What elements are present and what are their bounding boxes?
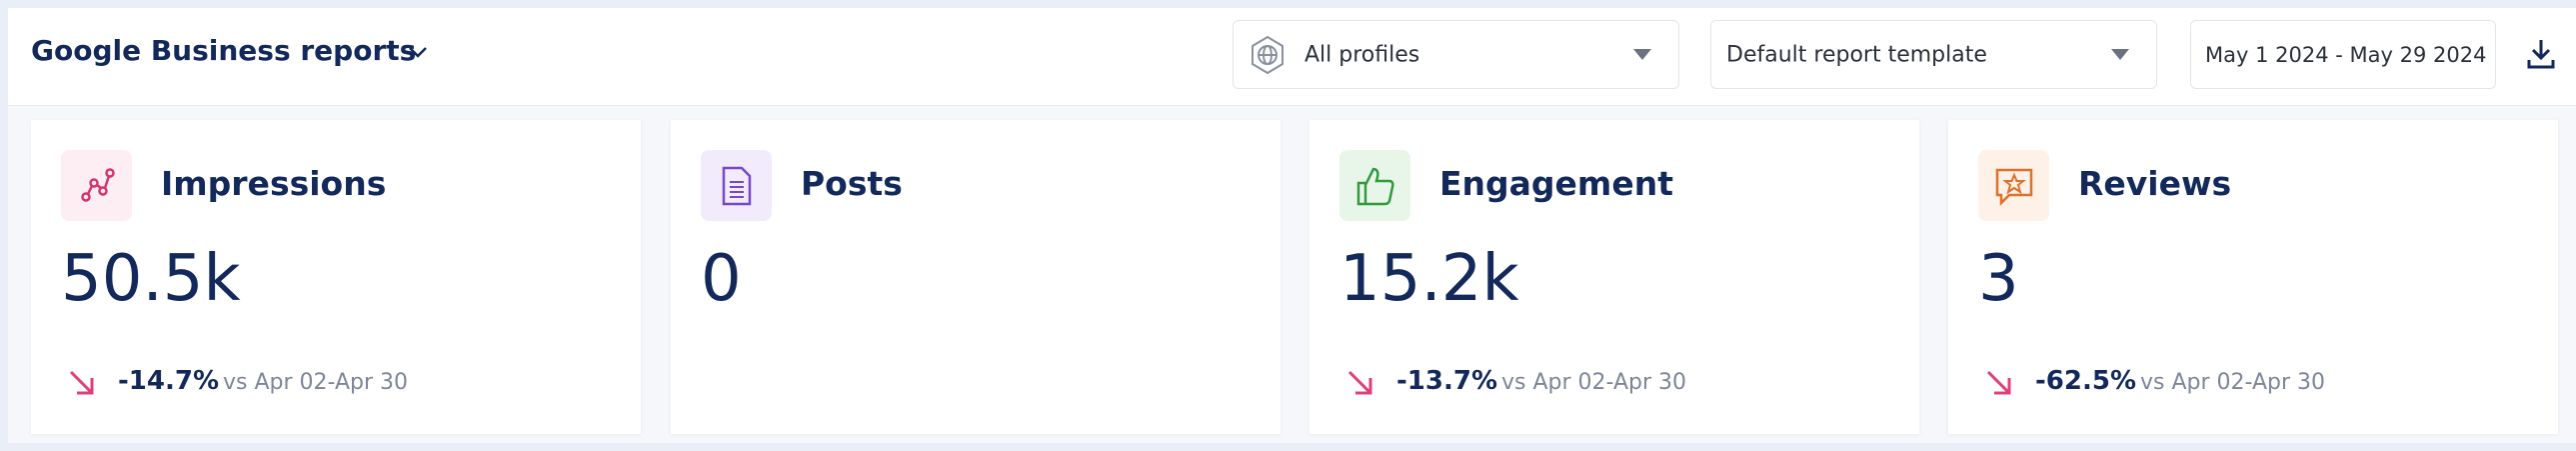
card-comparison: vs Apr 02-Apr 30 xyxy=(1501,370,1687,395)
card-value: 0 xyxy=(701,242,742,316)
card-title: Engagement xyxy=(1439,164,1673,203)
caret xyxy=(2111,49,2129,60)
report-title[interactable]: Google Business reports xyxy=(31,34,417,67)
card-title: Impressions xyxy=(161,164,387,203)
trend-arrow-glyph xyxy=(69,370,94,395)
date-range[interactable]: May 1 2024 - May 29 2024 xyxy=(2190,20,2496,89)
card-icon xyxy=(701,150,772,221)
card-icon xyxy=(61,150,132,221)
globe-icon xyxy=(1252,35,1284,75)
template-label: Default report template xyxy=(1726,42,1987,67)
metric-card[interactable]: Impressions 50.5k -14.7% vs Apr 02-Apr 30 xyxy=(31,120,641,434)
trend-arrow xyxy=(67,368,97,402)
metric-card[interactable]: Reviews 3 -62.5% vs Apr 02-Apr 30 xyxy=(1948,120,2558,434)
title-chevron[interactable] xyxy=(407,44,429,60)
template-dropdown[interactable]: Default report template xyxy=(1710,20,2157,89)
card-value: 50.5k xyxy=(61,242,241,316)
download-button[interactable] xyxy=(2526,38,2556,70)
card-comparison: vs Apr 02-Apr 30 xyxy=(223,370,409,395)
trend-arrow-glyph xyxy=(1347,370,1372,395)
card-change: -14.7% xyxy=(118,366,219,396)
card-icon xyxy=(1978,150,2049,221)
date-range-label: May 1 2024 - May 29 2024 xyxy=(2205,42,2487,67)
trend-arrow xyxy=(1345,368,1375,402)
caret xyxy=(1633,49,1651,60)
card-value: 3 xyxy=(1978,242,2019,316)
card-title: Posts xyxy=(801,164,903,203)
card-title: Reviews xyxy=(2078,164,2232,203)
card-change: -62.5% xyxy=(2035,366,2136,396)
card-icon xyxy=(1339,150,1410,221)
profiles-dropdown[interactable]: All profiles xyxy=(1233,20,1679,89)
card-change: -13.7% xyxy=(1396,366,1497,396)
trend-arrow-glyph xyxy=(1986,370,2011,395)
card-icon-glyph xyxy=(1356,167,1394,205)
card-icon-glyph xyxy=(1995,168,2032,206)
card-icon-glyph xyxy=(80,167,115,202)
metric-card[interactable]: Engagement 15.2k -13.7% vs Apr 02-Apr 30 xyxy=(1309,120,1919,434)
metric-card[interactable]: Posts 0 xyxy=(671,120,1281,434)
card-value: 15.2k xyxy=(1339,242,1519,316)
profiles-label: All profiles xyxy=(1304,42,1420,67)
trend-arrow xyxy=(1984,368,2014,402)
card-comparison: vs Apr 02-Apr 30 xyxy=(2140,370,2326,395)
card-icon-glyph xyxy=(722,166,751,205)
